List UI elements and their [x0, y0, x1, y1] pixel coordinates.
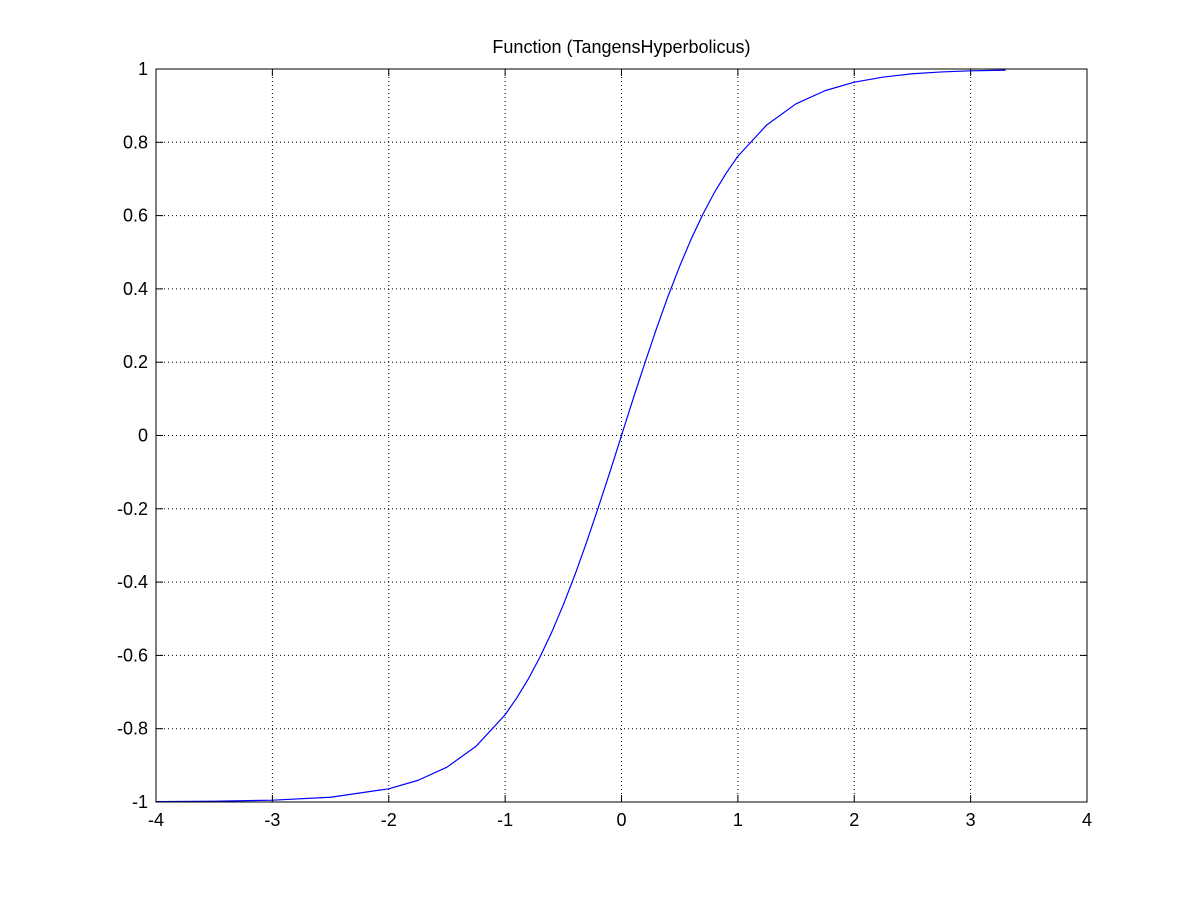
- y-tick-label: -0.8: [117, 719, 148, 739]
- y-tick-label: 0: [138, 426, 148, 446]
- y-tick-label: -0.6: [117, 645, 148, 665]
- chart-title: Function (TangensHyperbolicus): [492, 37, 750, 57]
- series-line: [155, 69, 1006, 803]
- series-layer: [155, 69, 1006, 803]
- y-tick-label: 0.6: [123, 206, 148, 226]
- y-tick-label: 1: [138, 59, 148, 79]
- y-tick-label: 0.2: [123, 352, 148, 372]
- y-tick-label: -0.2: [117, 499, 148, 519]
- x-tick-label: -3: [264, 810, 280, 830]
- x-tick-label: -2: [381, 810, 397, 830]
- x-tick-label: 2: [849, 810, 859, 830]
- x-tick-label: 1: [733, 810, 743, 830]
- x-tick-label: 3: [966, 810, 976, 830]
- x-tick-labels: -4 -3 -2 -1 0 1 2 3 4: [148, 810, 1092, 830]
- y-tick-label: -1: [132, 792, 148, 812]
- y-tick-labels: -1 -0.8 -0.6 -0.4 -0.2 0 0.2 0.4 0.6 0.8 1: [117, 59, 148, 812]
- x-tick-label: -1: [497, 810, 513, 830]
- y-tick-label: -0.4: [117, 572, 148, 592]
- x-tick-label: 0: [616, 810, 626, 830]
- x-tick-label: -4: [148, 810, 164, 830]
- x-tick-label: 4: [1082, 810, 1092, 830]
- y-tick-label: 0.8: [123, 132, 148, 152]
- y-tick-label: 0.4: [123, 279, 148, 299]
- axes-box: [155, 68, 1088, 803]
